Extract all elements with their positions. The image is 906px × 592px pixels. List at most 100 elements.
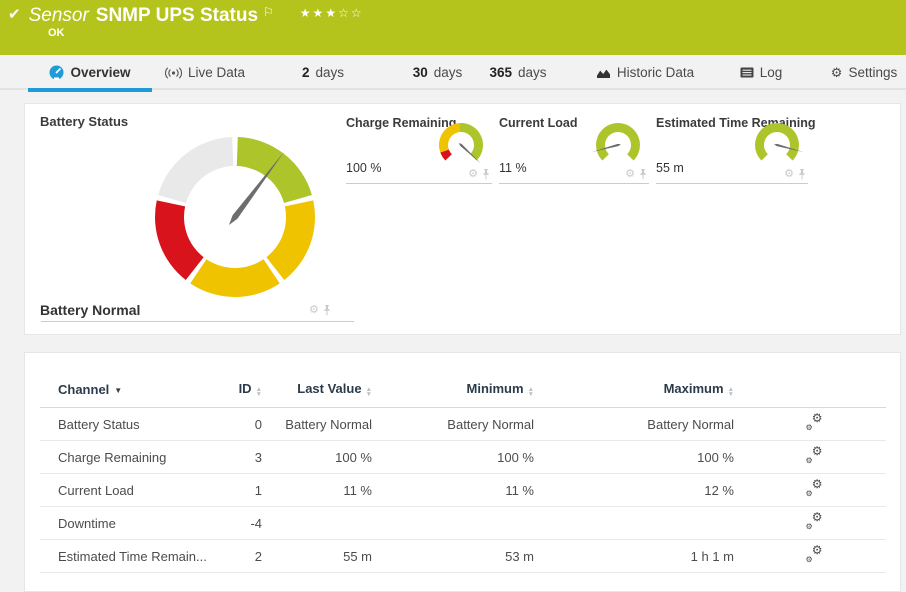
table-row: Downtime -4 ⚙ ⚙ (40, 506, 886, 540)
channel-settings-icon[interactable]: ⚙ ⚙ (805, 542, 823, 564)
gauge-settings-icon[interactable]: ⚙ (468, 168, 478, 180)
pin-icon[interactable] (482, 169, 490, 180)
cell-actions: ⚙ ⚙ (742, 440, 886, 474)
pin-icon[interactable] (639, 169, 647, 180)
column-header-actions (742, 373, 886, 408)
gauge-settings-icon[interactable]: ⚙ (625, 168, 635, 180)
divider (41, 321, 354, 322)
sensor-type-label: Sensor (28, 5, 89, 26)
cell-min: 11 % (380, 473, 542, 507)
mini-gauge-value: 100 % (346, 161, 382, 175)
column-header-maximum[interactable]: Maximum ▲ ▼ (542, 373, 742, 408)
mini-gauge-value: 55 m (656, 161, 684, 175)
tab-30-days[interactable]: 30 days (412, 65, 463, 80)
table-row: Charge Remaining 3 100 % 100 % 100 % ⚙ ⚙ (40, 440, 886, 474)
log-icon (740, 67, 754, 78)
cell-id: -4 (230, 506, 268, 540)
tab-bar: Overview Live Data 2 days 30 days 365 days … (0, 55, 906, 92)
tab-365-days[interactable]: 365 days (489, 65, 547, 80)
cell-max: 1 h 1 m (542, 539, 742, 573)
mini-gauge-estimated-time: Estimated Time Remaining 55 m ⚙ (656, 104, 816, 184)
gauge-settings-icon[interactable]: ⚙ (309, 304, 319, 316)
tab-historic-data[interactable]: Historic Data (590, 55, 700, 90)
tab-log[interactable]: Log (735, 55, 787, 90)
cell-max: 12 % (542, 473, 742, 507)
mini-gauge-label: Charge Remaining (346, 116, 457, 130)
table-header-row: Channel ▼ ID ▲ ▼ Last Value ▲ ▼ Minimum ▲ ▼ Max… (40, 373, 886, 408)
tab-overview[interactable]: Overview (28, 55, 152, 92)
channel-settings-icon[interactable]: ⚙ ⚙ (805, 509, 823, 531)
cell-actions: ⚙ ⚙ (742, 473, 886, 507)
cell-last: 55 m (268, 539, 380, 573)
table-row: Current Load 1 11 % 11 % 12 % ⚙ ⚙ (40, 473, 886, 507)
column-header-channel[interactable]: Channel ▼ (40, 373, 230, 408)
cell-max: 100 % (542, 440, 742, 474)
gauges-panel: Battery Status Battery Normal ⚙ Charge R… (24, 103, 901, 335)
sort-desc-icon: ▼ (114, 385, 123, 395)
mini-gauge-current-load: Current Load 11 % ⚙ (499, 104, 649, 184)
mini-gauge-actions: ⚙ (468, 169, 490, 180)
live-data-icon (164, 66, 182, 79)
cell-last: 100 % (268, 440, 380, 474)
pin-icon[interactable] (323, 305, 331, 316)
cell-id: 2 (230, 539, 268, 573)
cell-channel: Charge Remaining (40, 440, 230, 474)
charge-remaining-gauge (439, 122, 484, 164)
gauge-settings-icon[interactable]: ⚙ (784, 168, 794, 180)
cell-last: 11 % (268, 473, 380, 507)
channel-settings-icon[interactable]: ⚙ ⚙ (805, 476, 823, 498)
stars-filled: ★★★ (299, 6, 339, 20)
sort-icon: ▲ ▼ (365, 386, 372, 398)
sort-icon: ▲ ▼ (527, 386, 534, 398)
mini-gauge-value: 11 % (499, 161, 527, 175)
mini-gauge-actions: ⚙ (784, 169, 806, 180)
main-gauge-title: Battery Status (40, 114, 129, 129)
cell-last (268, 506, 380, 540)
stars-empty: ☆☆ (338, 6, 364, 20)
channel-settings-icon[interactable]: ⚙ ⚙ (805, 410, 823, 432)
sensor-header: ✔ Sensor SNMP UPS Status ⚐ ★★★☆☆ OK (0, 0, 906, 55)
mini-gauge-charge-remaining: Charge Remaining 100 % ⚙ (346, 104, 492, 184)
cell-channel: Current Load (40, 473, 230, 507)
tab-settings[interactable]: ⚙ Settings (830, 65, 898, 80)
mini-gauge-label: Current Load (499, 116, 578, 130)
main-gauge-status: Battery Normal (40, 302, 141, 318)
main-gauge-actions: ⚙ (309, 305, 331, 316)
status-check-icon: ✔ (8, 6, 21, 23)
channel-table: Channel ▼ ID ▲ ▼ Last Value ▲ ▼ Minimum ▲ ▼ Max… (40, 373, 886, 573)
cell-id: 1 (230, 473, 268, 507)
current-load-gauge (591, 123, 640, 161)
cell-id: 0 (230, 407, 268, 441)
cell-max (542, 506, 742, 540)
priority-stars[interactable]: ★★★☆☆ (300, 6, 364, 20)
sort-icon: ▲ ▼ (255, 386, 262, 398)
channel-settings-icon[interactable]: ⚙ ⚙ (805, 443, 823, 465)
cell-max: Battery Normal (542, 407, 742, 441)
flag-icon[interactable]: ⚐ (263, 5, 274, 19)
cell-min: 53 m (380, 539, 542, 573)
cell-actions: ⚙ ⚙ (742, 506, 886, 540)
mini-gauge-actions: ⚙ (625, 169, 647, 180)
status-badge: OK (48, 27, 65, 39)
cell-min (380, 506, 542, 540)
tab-2-days[interactable]: 2 days (301, 65, 345, 80)
settings-gear-icon: ⚙ (830, 65, 843, 80)
battery-status-gauge (155, 137, 315, 298)
column-header-id[interactable]: ID ▲ ▼ (230, 373, 268, 408)
cell-min: 100 % (380, 440, 542, 474)
table-row: Battery Status 0 Battery Normal Battery Nor… (40, 407, 886, 441)
cell-channel: Battery Status (40, 407, 230, 441)
pin-icon[interactable] (798, 169, 806, 180)
cell-id: 3 (230, 440, 268, 474)
cell-actions: ⚙ ⚙ (742, 407, 886, 441)
page-title: SNMP UPS Status (95, 5, 259, 26)
cell-channel: Downtime (40, 506, 230, 540)
column-header-last-value[interactable]: Last Value ▲ ▼ (268, 373, 380, 408)
column-header-minimum[interactable]: Minimum ▲ ▼ (380, 373, 542, 408)
channels-panel: Channel ▼ ID ▲ ▼ Last Value ▲ ▼ Minimum ▲ ▼ Max… (24, 352, 901, 592)
tab-live-data[interactable]: Live Data (155, 55, 255, 90)
historic-data-icon (596, 69, 610, 78)
sensor-header-row: ✔ Sensor SNMP UPS Status ⚐ ★★★☆☆ (0, 0, 906, 27)
estimated-time-remaining-gauge (755, 123, 804, 161)
